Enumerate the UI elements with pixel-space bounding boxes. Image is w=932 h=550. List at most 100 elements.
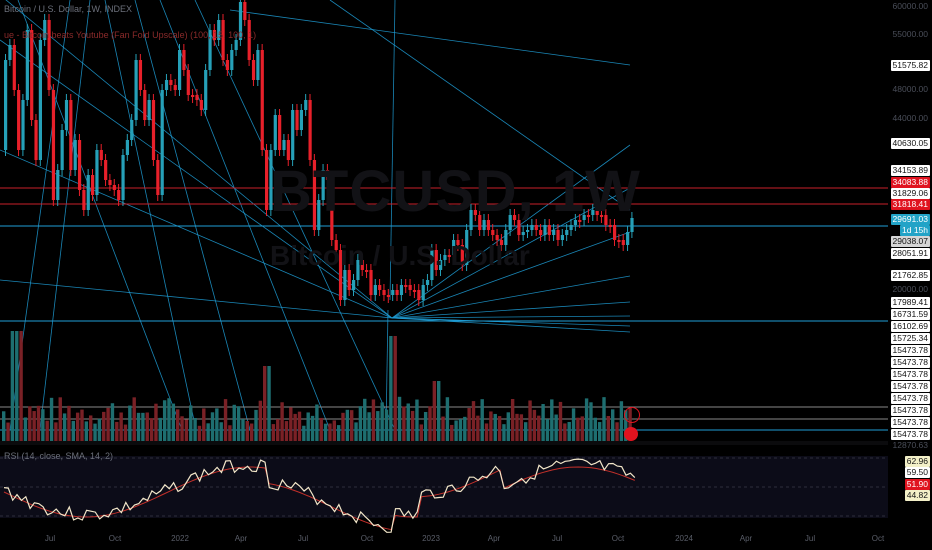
volume-bar	[497, 416, 502, 441]
volume-bar	[328, 423, 332, 441]
volume-bar	[476, 415, 480, 441]
price-axis[interactable]: 51575.82 40630.05 34153.89 34083.88 31829.06…	[888, 0, 932, 550]
volume-bar	[180, 416, 184, 441]
candle-body	[382, 290, 386, 295]
price-tag: 15473.78	[890, 417, 930, 428]
candle-body	[130, 120, 134, 140]
time-label: Oct	[360, 534, 374, 543]
candle-body	[621, 240, 625, 245]
time-label: 2024	[675, 534, 693, 543]
rsi-legend[interactable]: RSI (14, close, SMA, 14, 2)	[4, 451, 114, 461]
volume-bar	[454, 420, 458, 441]
candle-body	[569, 225, 573, 230]
time-label: Oct	[108, 534, 122, 543]
volume-bar	[184, 419, 189, 441]
price-tag: 31829.06	[890, 188, 930, 199]
volume-bar	[576, 417, 580, 441]
volume-bar	[258, 400, 263, 441]
volume-bar	[176, 409, 180, 441]
indicator-legend-text: ue - Bitcoin beats Youtube (Fan Fold Ups…	[4, 30, 257, 40]
candle-body	[238, 2, 243, 40]
candle-body	[395, 290, 399, 295]
candle-body	[356, 260, 360, 280]
candle-body	[125, 140, 129, 155]
candles	[4, 0, 634, 306]
candle-body	[369, 270, 373, 295]
candle-body	[452, 240, 456, 255]
volume-bar	[510, 398, 515, 441]
volume-bar	[606, 415, 611, 441]
candle-body	[247, 20, 251, 60]
price-tag: 21762.85	[890, 270, 930, 281]
flag-icon[interactable]	[624, 427, 638, 441]
candle-body	[591, 210, 595, 215]
time-label: 2023	[422, 534, 440, 543]
volume-bar	[354, 422, 358, 441]
price-grid-label: 55000.00	[892, 29, 928, 39]
volume-bar	[315, 404, 319, 441]
volume-bar	[284, 421, 289, 441]
price-tag: 15473.78	[890, 357, 930, 368]
time-label: Jul	[297, 534, 309, 543]
fan-line	[391, 317, 631, 333]
candle-body	[195, 95, 199, 100]
candle-body	[251, 60, 256, 80]
candle-body	[147, 100, 151, 120]
candle-body	[191, 95, 195, 97]
fan-line	[0, 149, 393, 319]
volume-bars	[2, 331, 632, 441]
candle-body	[178, 50, 182, 90]
candle-body	[234, 40, 238, 50]
candle-body	[30, 30, 34, 120]
candle-body	[417, 290, 421, 300]
candle-body	[308, 100, 312, 160]
volume-bar	[58, 397, 62, 441]
candle-body	[291, 110, 295, 160]
candle-body	[434, 250, 438, 270]
indicator-legend[interactable]: ue - Bitcoin beats Youtube (Fan Fold Ups…	[4, 30, 256, 40]
volume-bar	[502, 424, 506, 441]
candle-body	[295, 110, 299, 130]
candle-body	[391, 290, 395, 295]
volume-bar	[450, 424, 454, 441]
price-tag: 16731.59	[890, 309, 930, 320]
volume-bar	[49, 397, 54, 441]
candle-body	[530, 225, 534, 230]
time-label: Jul	[804, 534, 816, 543]
candle-body	[486, 220, 491, 230]
time-label: 2022	[171, 534, 189, 543]
volume-bar	[363, 398, 367, 441]
fan-line	[17, 0, 183, 431]
time-label: Jul	[44, 534, 56, 543]
price-tag: 16102.69	[890, 321, 930, 332]
candle-body	[182, 50, 186, 70]
candle-body	[604, 215, 608, 225]
lightning-icon[interactable]	[624, 407, 640, 423]
price-tag: 17989.41	[890, 297, 930, 308]
fan-line	[39, 0, 91, 431]
volume-bar	[193, 417, 197, 441]
candle-body	[482, 220, 486, 230]
candle-body	[212, 30, 216, 40]
price-tag: 15473.78	[890, 381, 930, 392]
candle-body	[552, 230, 556, 235]
volume-bar	[554, 414, 558, 441]
candle-body	[260, 50, 264, 150]
symbol-legend[interactable]: Bitcoin / U.S. Dollar, 1W, INDEX	[4, 4, 133, 14]
volume-bar	[263, 366, 267, 441]
candle-body	[69, 100, 73, 170]
volume-bar	[158, 417, 162, 441]
candle-body	[173, 85, 177, 90]
volume-bar	[480, 399, 484, 441]
volume-bar	[293, 413, 297, 441]
candle-body	[82, 190, 86, 210]
candle-body	[221, 20, 225, 60]
volume-bar	[280, 402, 284, 441]
volume-bar	[615, 422, 619, 441]
volume-bar	[89, 415, 93, 441]
fan-line	[391, 315, 631, 319]
candle-body	[360, 260, 364, 270]
candle-body	[378, 285, 382, 290]
volume-bar	[541, 404, 545, 441]
